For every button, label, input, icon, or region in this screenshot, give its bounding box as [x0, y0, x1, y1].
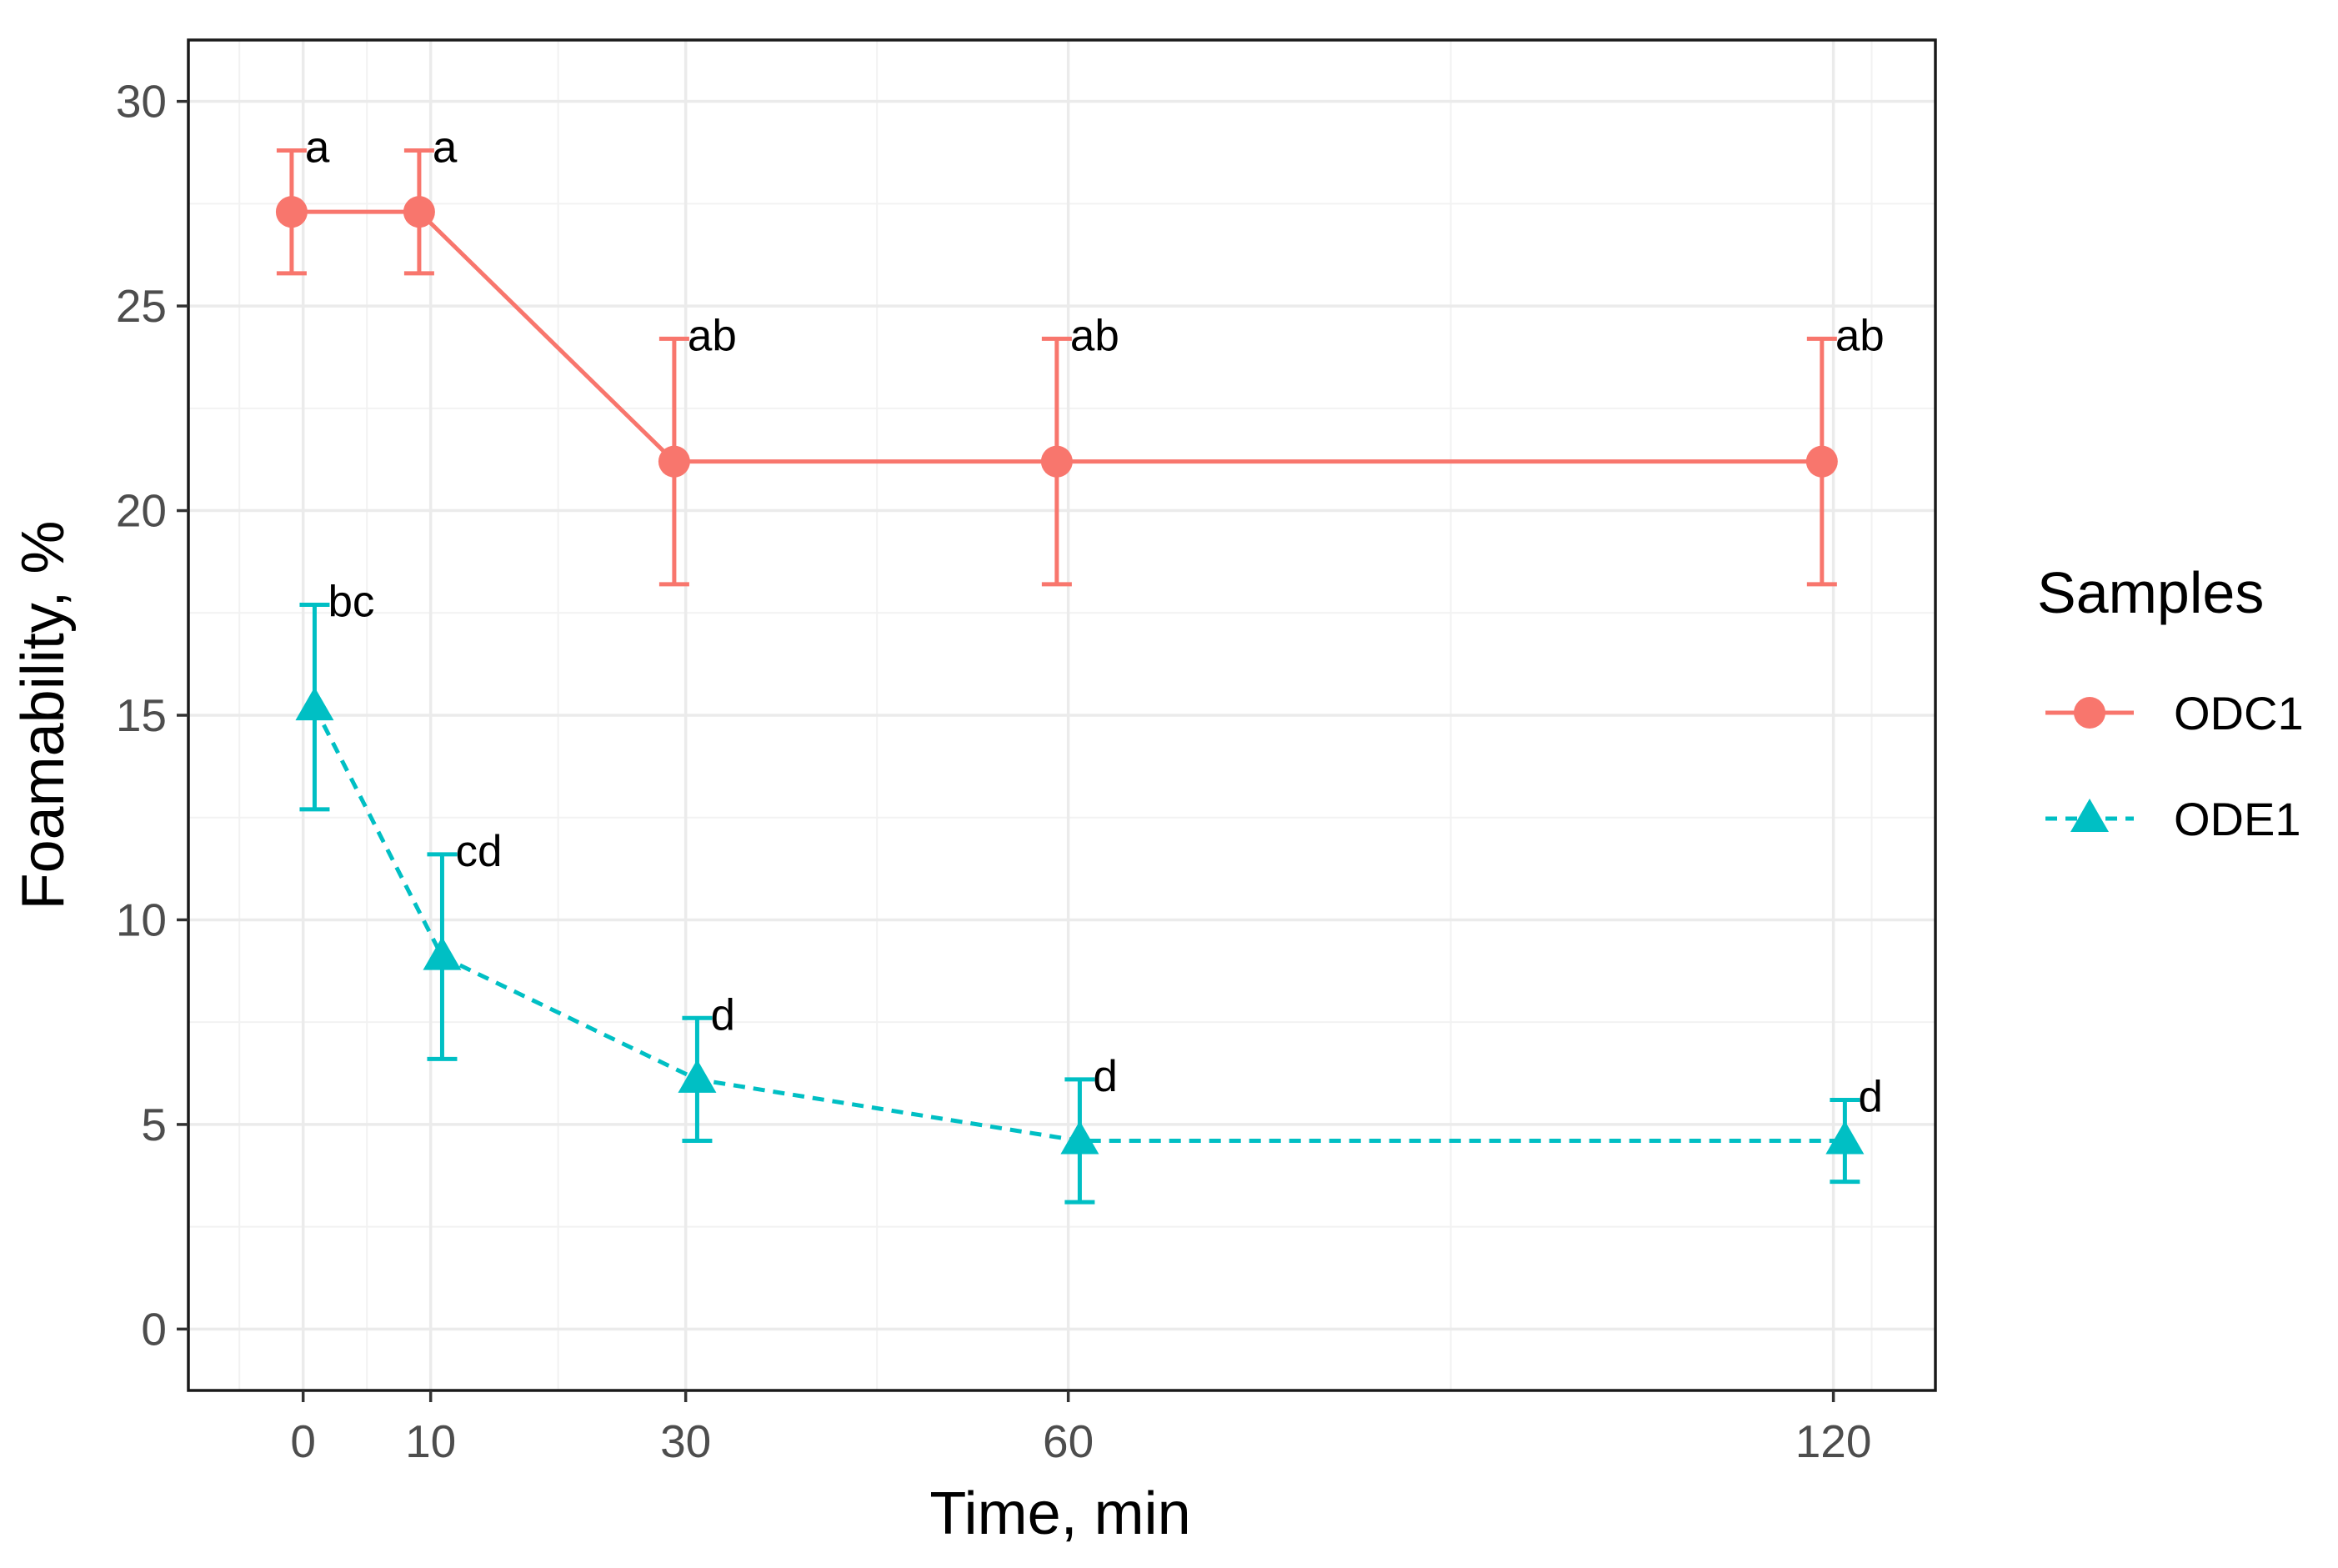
y-axis: 0 5 10 15 20 25 30 [116, 76, 188, 1355]
data-point-ODC1-120 [1805, 445, 1838, 478]
x-tick-label-30: 30 [660, 1415, 711, 1467]
significance-label-ODC1-0: a [305, 123, 330, 173]
legend: Samples ODC1 ODE1 [2037, 560, 2304, 845]
y-tick-label-25: 25 [116, 280, 167, 332]
legend-key-marker-ODE1 [2070, 799, 2109, 832]
series-ODE1: bc cd d d d [295, 577, 1883, 1205]
y-tick-label-0: 0 [141, 1303, 167, 1355]
major-gridlines [188, 40, 1935, 1390]
y-tick-label-30: 30 [116, 76, 167, 128]
data-point-ODC1-30 [658, 445, 690, 478]
legend-label-ODE1: ODE1 [2174, 793, 2301, 845]
y-tick-label-15: 15 [116, 689, 167, 741]
y-tick-label-10: 10 [116, 894, 167, 945]
data-point-ODC1-0 [275, 196, 308, 228]
significance-label-ODE1-60: d [1093, 1052, 1117, 1101]
legend-key-marker-ODC1 [2074, 697, 2105, 729]
significance-label-ODE1-10: cd [455, 827, 502, 876]
data-point-ODE1-0 [295, 687, 334, 721]
data-point-ODC1-10 [403, 196, 435, 228]
data-point-ODE1-60 [1060, 1120, 1099, 1155]
data-series: a a ab ab ab bc cd d d d [275, 123, 1885, 1205]
y-axis-title: Foamability, % [10, 521, 77, 910]
x-tick-label-10: 10 [405, 1415, 456, 1467]
x-tick-label-60: 60 [1043, 1415, 1094, 1467]
significance-label-ODC1-10: a [433, 123, 458, 173]
data-point-ODE1-30 [678, 1059, 717, 1093]
significance-label-ODC1-60: ab [1070, 311, 1119, 360]
x-tick-label-120: 120 [1795, 1415, 1872, 1467]
x-axis-title: Time, min [929, 1480, 1190, 1547]
significance-label-ODE1-30: d [710, 990, 734, 1039]
y-tick-label-20: 20 [116, 485, 167, 537]
significance-label-ODE1-120: d [1858, 1072, 1882, 1121]
data-point-ODE1-10 [423, 936, 462, 970]
legend-title: Samples [2037, 560, 2264, 625]
data-point-ODE1-120 [1825, 1120, 1865, 1155]
y-tick-label-5: 5 [141, 1099, 167, 1150]
significance-label-ODE1-0: bc [328, 577, 374, 626]
significance-label-ODC1-30: ab [688, 311, 737, 360]
data-point-ODC1-60 [1040, 445, 1073, 478]
x-axis: 0 10 30 60 120 [290, 1390, 1871, 1467]
x-tick-label-0: 0 [290, 1415, 316, 1467]
legend-label-ODC1: ODC1 [2174, 687, 2304, 739]
significance-label-ODC1-120: ab [1835, 311, 1885, 360]
series-ODC1: a a ab ab ab [275, 123, 1885, 587]
